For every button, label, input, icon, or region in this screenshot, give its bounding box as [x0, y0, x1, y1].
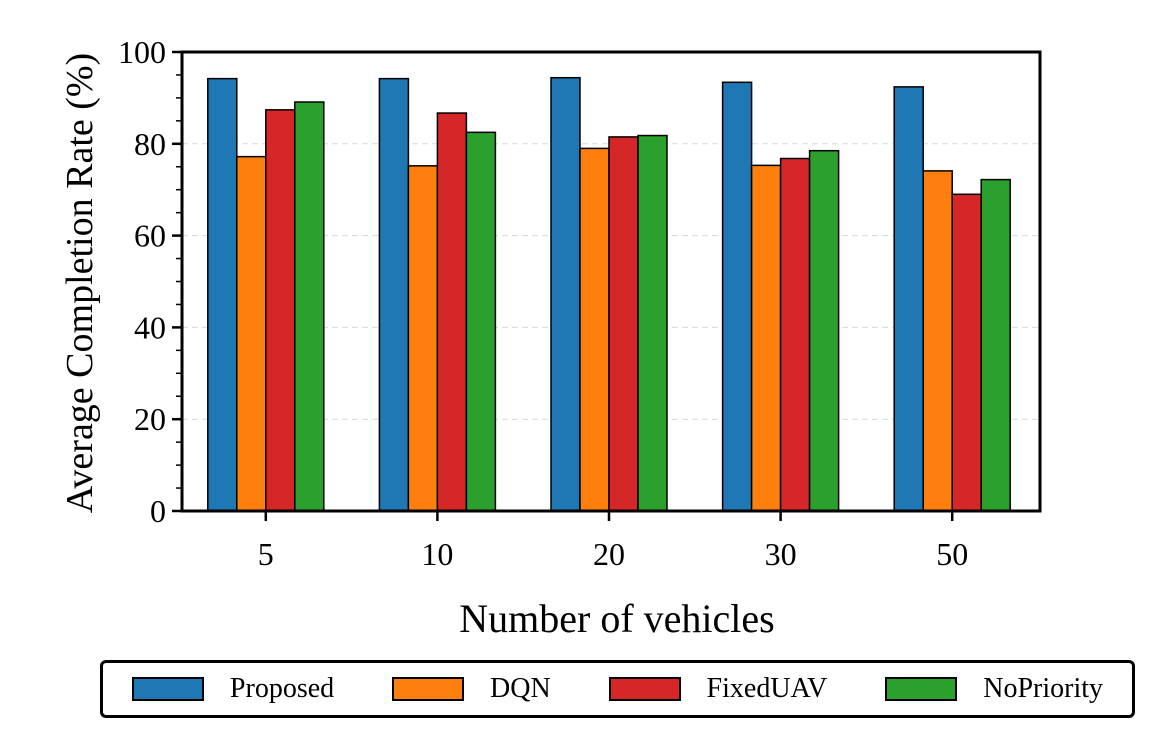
legend-label: NoPriority [983, 673, 1104, 704]
bar-proposed-5 [207, 77, 238, 512]
legend-swatch [131, 677, 204, 701]
bar-proposed-50 [893, 86, 924, 512]
bar-proposed-30 [721, 81, 753, 512]
bar-fixeduav-50 [951, 193, 982, 512]
bar-nopriority-20 [637, 134, 668, 512]
y-tick-label: 80 [134, 126, 166, 162]
bar-fixeduav-5 [265, 109, 296, 512]
x-tick-label: 5 [258, 536, 274, 572]
y-axis-label: Average Completion Rate (%) [59, 53, 101, 513]
y-tick-label: 60 [134, 218, 166, 254]
y-tick-label: 0 [150, 493, 166, 529]
legend-swatch [392, 677, 465, 701]
legend: Proposed DQN FixedUAV NoPriority [100, 660, 1135, 718]
bar-dqn-30 [750, 164, 782, 512]
y-tick-label: 20 [134, 401, 166, 437]
legend-swatch [608, 677, 681, 701]
bar-nopriority-30 [808, 149, 840, 512]
x-axis-label: Number of vehicles [459, 596, 774, 641]
legend-item-dqn: DQN [392, 673, 551, 705]
bars [207, 76, 1011, 512]
legend-swatch [885, 677, 958, 701]
bar-dqn-20 [579, 147, 610, 512]
bar-nopriority-50 [980, 178, 1011, 512]
bar-proposed-20 [550, 76, 581, 512]
x-tick-label: 30 [765, 536, 797, 572]
legend-label: FixedUAV [706, 673, 828, 704]
bar-chart: 0 20 40 60 80 100 5 10 20 30 50 Average Completio… [59, 34, 1042, 641]
bar-nopriority-10 [465, 131, 497, 512]
x-tick-label: 20 [593, 536, 625, 572]
y-tick-label: 40 [134, 309, 166, 345]
y-tick-label: 100 [118, 34, 166, 70]
bar-nopriority-5 [294, 101, 325, 512]
legend-label: Proposed [229, 673, 335, 704]
legend-item-fixeduav: FixedUAV [608, 673, 828, 705]
x-tick-label: 50 [936, 536, 968, 572]
legend-item-proposed: Proposed [131, 673, 335, 705]
bar-dqn-10 [407, 165, 439, 512]
legend-label: DQN [490, 673, 551, 704]
bar-proposed-10 [378, 77, 410, 512]
x-tick-label: 10 [421, 536, 453, 572]
y-axis: 0 20 40 60 80 100 [118, 34, 182, 529]
bar-fixeduav-20 [608, 136, 639, 512]
bar-fixeduav-10 [436, 112, 468, 512]
bar-dqn-50 [922, 170, 953, 512]
x-axis: 5 10 20 30 50 [258, 511, 968, 572]
bar-dqn-5 [236, 155, 267, 512]
bar-fixeduav-30 [779, 157, 811, 512]
legend-item-nopriority: NoPriority [885, 673, 1103, 705]
